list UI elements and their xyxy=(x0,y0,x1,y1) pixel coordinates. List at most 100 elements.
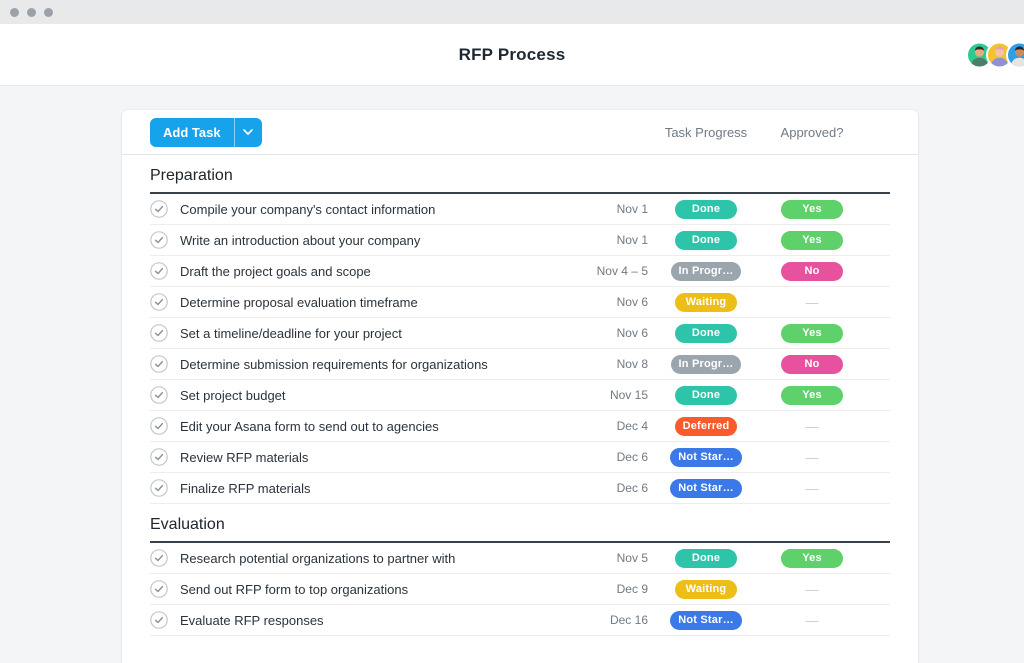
window-title-bar xyxy=(0,0,1024,24)
status-badge[interactable]: Done xyxy=(675,548,737,568)
task-due-date: Dec 6 xyxy=(616,481,648,495)
status-badge[interactable]: Done xyxy=(675,230,737,250)
chevron-down-icon xyxy=(243,129,253,135)
approved-cell: No xyxy=(764,354,860,374)
task-row[interactable]: Write an introduction about your company… xyxy=(150,225,890,256)
approved-cell: — xyxy=(764,295,860,310)
approved-badge[interactable]: No xyxy=(781,261,843,281)
approved-cell: No xyxy=(764,261,860,281)
checkmark-icon xyxy=(150,200,168,218)
task-due-date: Nov 5 xyxy=(616,551,648,565)
check-circle-icon[interactable] xyxy=(150,262,168,280)
checkmark-icon xyxy=(150,324,168,342)
task-name[interactable]: Draft the project goals and scope xyxy=(180,263,371,279)
task-name[interactable]: Review RFP materials xyxy=(180,449,309,465)
task-progress-cell: Waiting xyxy=(648,579,764,599)
status-badge[interactable]: Done xyxy=(675,385,737,405)
task-name[interactable]: Determine proposal evaluation timeframe xyxy=(180,294,418,310)
task-name[interactable]: Write an introduction about your company xyxy=(180,232,421,248)
status-badge[interactable]: Not Star… xyxy=(670,478,742,498)
status-badge[interactable]: In Progr… xyxy=(670,354,742,374)
add-task-dropdown-button[interactable] xyxy=(235,118,262,147)
avatar-stack xyxy=(966,41,1024,68)
task-progress-cell: Waiting xyxy=(648,292,764,312)
task-name[interactable]: Edit your Asana form to send out to agen… xyxy=(180,418,439,434)
check-circle-icon[interactable] xyxy=(150,200,168,218)
column-header-approved: Approved? xyxy=(780,124,844,140)
check-circle-icon[interactable] xyxy=(150,324,168,342)
task-name[interactable]: Send out RFP form to top organizations xyxy=(180,581,409,597)
teammate-avatar-3[interactable] xyxy=(1006,41,1024,68)
task-name[interactable]: Compile your company's contact informati… xyxy=(180,201,436,217)
approved-badge[interactable]: Yes xyxy=(781,323,843,343)
task-row[interactable]: Finalize RFP materials Dec 6 Not Star… — xyxy=(150,473,890,504)
task-row[interactable]: Edit your Asana form to send out to agen… xyxy=(150,411,890,442)
check-circle-icon[interactable] xyxy=(150,355,168,373)
approved-cell: — xyxy=(764,582,860,597)
checkmark-icon xyxy=(150,386,168,404)
task-row[interactable]: Draft the project goals and scope Nov 4 –… xyxy=(150,256,890,287)
task-row[interactable]: Research potential organizations to part… xyxy=(150,543,890,574)
check-circle-icon[interactable] xyxy=(150,580,168,598)
list-toolbar: Add Task Task Progress Approved? xyxy=(122,110,918,155)
task-row[interactable]: Set project budget Nov 15 Done Yes xyxy=(150,380,890,411)
task-progress-cell: Done xyxy=(648,385,764,405)
check-circle-icon[interactable] xyxy=(150,293,168,311)
approved-cell: Yes xyxy=(764,323,860,343)
approved-badge[interactable]: Yes xyxy=(781,385,843,405)
approved-badge[interactable]: Yes xyxy=(781,230,843,250)
approved-cell: — xyxy=(764,613,860,628)
check-circle-icon[interactable] xyxy=(150,386,168,404)
add-task-label[interactable]: Add Task xyxy=(150,117,235,147)
status-badge[interactable]: Done xyxy=(675,199,737,219)
task-name[interactable]: Determine submission requirements for or… xyxy=(180,356,488,372)
task-name[interactable]: Set project budget xyxy=(180,387,286,403)
status-badge[interactable]: Waiting xyxy=(675,579,737,599)
approved-cell: Yes xyxy=(764,199,860,219)
task-progress-cell: In Progr… xyxy=(648,261,764,281)
task-progress-cell: Done xyxy=(648,323,764,343)
task-section: Evaluation Research potential organizatio… xyxy=(150,516,890,636)
task-row[interactable]: Review RFP materials Dec 6 Not Star… — xyxy=(150,442,890,473)
approved-badge[interactable]: No xyxy=(781,354,843,374)
empty-value-dash: — xyxy=(805,418,819,434)
checkmark-icon xyxy=(150,293,168,311)
approved-cell: — xyxy=(764,481,860,496)
status-badge[interactable]: Not Star… xyxy=(670,447,742,467)
task-row[interactable]: Send out RFP form to top organizations De… xyxy=(150,574,890,605)
window-control-dot[interactable] xyxy=(44,7,53,17)
task-due-date: Nov 6 xyxy=(616,295,648,309)
task-name[interactable]: Finalize RFP materials xyxy=(180,480,311,496)
checkmark-icon xyxy=(150,262,168,280)
approved-badge[interactable]: Yes xyxy=(781,548,843,568)
status-badge[interactable]: In Progr… xyxy=(670,261,742,281)
check-circle-icon[interactable] xyxy=(150,231,168,249)
status-badge[interactable]: Waiting xyxy=(675,292,737,312)
status-badge[interactable]: Deferred xyxy=(674,416,738,436)
check-circle-icon[interactable] xyxy=(150,448,168,466)
task-progress-cell: Not Star… xyxy=(648,478,764,498)
status-badge[interactable]: Not Star… xyxy=(670,610,742,630)
approved-badge[interactable]: Yes xyxy=(781,199,843,219)
approved-cell: — xyxy=(764,450,860,465)
check-circle-icon[interactable] xyxy=(150,417,168,435)
task-row[interactable]: Evaluate RFP responses Dec 16 Not Star… — xyxy=(150,605,890,636)
add-task-button[interactable]: Add Task xyxy=(150,117,262,147)
check-circle-icon[interactable] xyxy=(150,479,168,497)
window-control-dot[interactable] xyxy=(27,7,36,17)
task-name[interactable]: Set a timeline/deadline for your project xyxy=(180,325,402,341)
task-row[interactable]: Compile your company's contact informati… xyxy=(150,194,890,225)
task-due-date: Dec 4 xyxy=(616,419,648,433)
task-name[interactable]: Research potential organizations to part… xyxy=(180,550,456,566)
task-row[interactable]: Set a timeline/deadline for your project… xyxy=(150,318,890,349)
check-circle-icon[interactable] xyxy=(150,611,168,629)
task-due-date: Nov 6 xyxy=(616,326,648,340)
task-progress-cell: Not Star… xyxy=(648,447,764,467)
approved-cell: Yes xyxy=(764,548,860,568)
task-row[interactable]: Determine submission requirements for or… xyxy=(150,349,890,380)
check-circle-icon[interactable] xyxy=(150,549,168,567)
task-name[interactable]: Evaluate RFP responses xyxy=(180,612,324,628)
task-row[interactable]: Determine proposal evaluation timeframe N… xyxy=(150,287,890,318)
status-badge[interactable]: Done xyxy=(675,323,737,343)
window-control-dot[interactable] xyxy=(10,7,19,17)
